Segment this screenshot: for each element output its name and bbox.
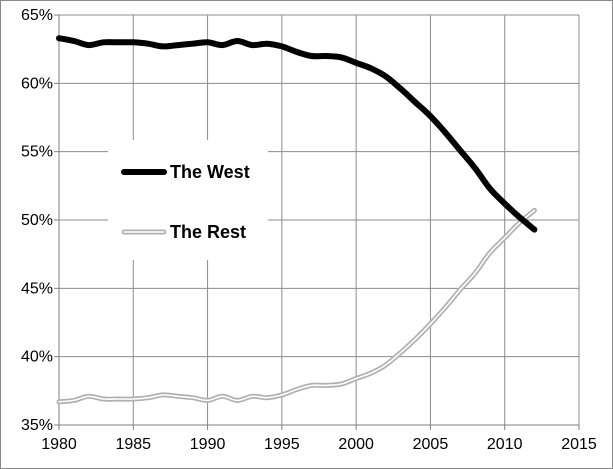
x-tick-label: 2010: [487, 436, 523, 453]
y-tick-label: 35%: [21, 417, 53, 434]
x-tick-label: 2000: [338, 436, 374, 453]
series-line-inner-1: [58, 209, 536, 403]
legend-label-0: The West: [170, 162, 250, 182]
x-tick-label: 2015: [561, 436, 597, 453]
x-tick-label: 1980: [41, 436, 77, 453]
y-axis-tick-labels: 35% 40% 45% 50% 55% 60% 65%: [21, 7, 53, 434]
y-tick-label: 45%: [21, 280, 53, 297]
x-axis-tick-labels: 1980 1985 1990 1995 2000 2005 2010 2015: [41, 436, 597, 453]
legend-label-1: The Rest: [170, 222, 246, 242]
y-tick-label: 50%: [21, 212, 53, 229]
y-tick-label: 65%: [21, 7, 53, 24]
series-line-0: [56, 35, 538, 233]
grid-lines: [59, 14, 580, 425]
y-tick-label: 60%: [21, 75, 53, 92]
legend: The West The Rest: [108, 140, 268, 260]
series-lines: [56, 35, 538, 405]
legend-box: [108, 140, 268, 260]
y-tick-label: 55%: [21, 144, 53, 161]
x-tick-label: 1990: [190, 436, 226, 453]
x-tick-label: 1985: [115, 436, 151, 453]
axes: [54, 14, 580, 430]
x-tick-label: 1995: [264, 436, 300, 453]
y-tick-label: 40%: [21, 349, 53, 366]
x-tick-label: 2005: [413, 436, 449, 453]
